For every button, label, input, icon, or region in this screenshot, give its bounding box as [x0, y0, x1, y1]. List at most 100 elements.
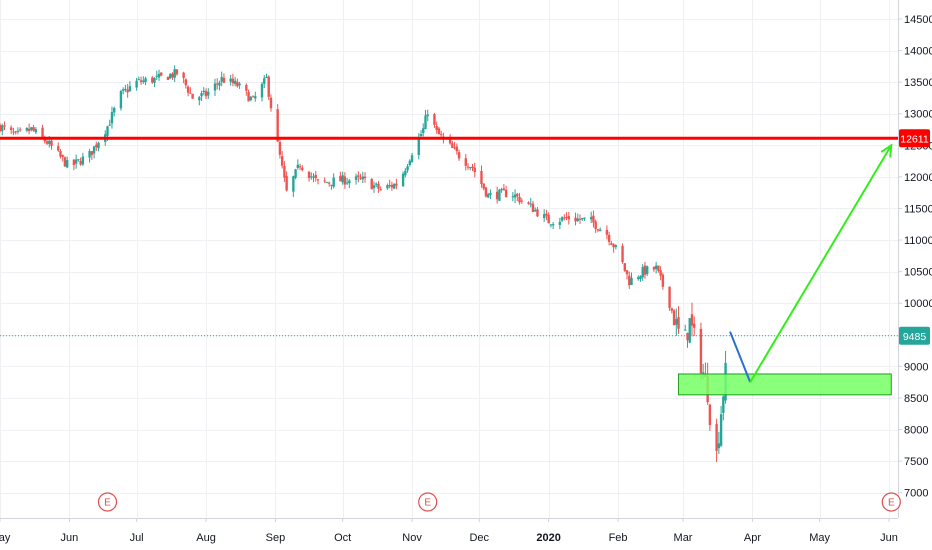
candle: [527, 201, 530, 205]
candle-body: [92, 146, 96, 154]
candle: [142, 76, 145, 84]
candle-body: [363, 176, 367, 179]
candle: [435, 121, 438, 134]
candle: [605, 225, 609, 240]
candle-body: [314, 174, 317, 179]
candle: [155, 70, 158, 81]
candle: [419, 130, 423, 137]
candle-body: [672, 310, 676, 326]
earnings-marker: E: [881, 492, 901, 512]
candle: [32, 124, 35, 132]
candle-body: [121, 89, 125, 91]
candle: [92, 146, 96, 159]
candle-body: [529, 203, 532, 205]
candle-body: [278, 141, 282, 155]
candle-body: [296, 164, 300, 169]
candle-body: [204, 91, 208, 97]
candle: [59, 149, 62, 159]
candle: [406, 163, 409, 173]
candle: [437, 126, 441, 135]
candle-body: [610, 243, 613, 245]
candle-body: [549, 224, 553, 226]
candle-body: [473, 167, 476, 173]
candle-body: [267, 76, 270, 97]
candle-body: [348, 180, 351, 184]
candle-body: [251, 96, 255, 98]
candle-body: [294, 169, 297, 178]
candle: [57, 142, 60, 152]
candle: [578, 214, 582, 224]
candle: [327, 181, 331, 187]
candle: [34, 127, 38, 135]
candle-body: [448, 137, 452, 144]
candle-body: [357, 175, 360, 177]
candle: [171, 72, 174, 80]
candle: [325, 181, 329, 184]
candle-body: [238, 83, 241, 86]
candle-body: [637, 277, 640, 279]
candle-body: [72, 159, 76, 166]
candle-body: [45, 141, 49, 144]
candle-body: [339, 176, 342, 182]
candle: [473, 162, 476, 178]
candle: [516, 192, 519, 202]
candle-body: [220, 76, 223, 82]
candle: [81, 152, 85, 166]
candle: [97, 141, 100, 152]
candle: [500, 187, 503, 193]
candle-body: [717, 443, 721, 449]
candle: [316, 178, 320, 185]
candle: [379, 186, 382, 191]
candle: [486, 192, 490, 199]
candle-body: [191, 93, 194, 99]
candle: [594, 219, 597, 233]
candle: [354, 173, 358, 185]
candle-body: [292, 176, 295, 192]
candle: [395, 178, 398, 190]
candle-body: [325, 182, 329, 184]
candle: [213, 78, 217, 97]
candle-body: [516, 193, 519, 197]
candle-body: [249, 96, 253, 101]
candle: [466, 163, 470, 170]
time-tick-label: Feb: [609, 532, 628, 544]
candle-body: [182, 72, 185, 79]
candle: [218, 80, 221, 91]
annotations: [0, 136, 898, 396]
candle-body: [643, 265, 647, 275]
candle: [558, 217, 562, 230]
candle-body: [151, 77, 154, 83]
candle-body: [57, 146, 60, 151]
candle-body: [657, 265, 660, 271]
candle-body: [486, 194, 490, 198]
candle-body: [307, 171, 311, 179]
candle: [330, 184, 333, 190]
candle: [643, 261, 647, 279]
candle: [457, 149, 461, 161]
candle: [722, 395, 725, 421]
candle: [269, 94, 273, 112]
projection-green-arrow: [749, 144, 893, 383]
candle-body: [628, 275, 631, 286]
projection-green-arrowhead: [880, 143, 893, 158]
candle-body: [316, 179, 320, 181]
candle-body: [59, 151, 62, 157]
candle: [489, 189, 492, 200]
candle: [16, 127, 20, 135]
candle: [708, 404, 712, 431]
candle: [484, 186, 488, 198]
candle: [126, 84, 129, 98]
candle: [596, 228, 600, 233]
candle: [529, 198, 532, 208]
candle-body: [231, 78, 235, 84]
candle-body: [590, 216, 593, 220]
candle: [50, 137, 53, 150]
candle-body: [142, 80, 145, 82]
candle-body: [236, 81, 239, 87]
support-zone: [678, 373, 892, 396]
candle: [549, 224, 553, 228]
candle-body: [343, 176, 347, 185]
